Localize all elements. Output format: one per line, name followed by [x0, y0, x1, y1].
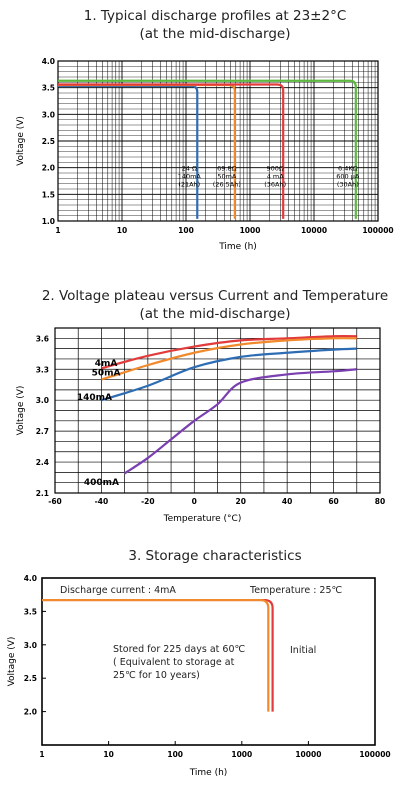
- chart3-temperature-annotation: Temperature : 25℃: [249, 585, 343, 596]
- chart2-y-tick-label: 3.0: [36, 396, 49, 405]
- chart2-x-tick-label: 20: [235, 497, 245, 506]
- chart2-y-tick-label: 2.1: [36, 489, 49, 498]
- chart2-series-line: [101, 337, 357, 381]
- chart2-series-label: 50mA: [92, 368, 121, 378]
- chart1-y-tick-label: 2.5: [42, 137, 55, 146]
- chart1-y-tick-label: 1.5: [42, 190, 55, 199]
- chart3-y-tick-label: 3.5: [24, 607, 37, 616]
- chart2-x-tick-label: -20: [141, 497, 155, 506]
- chart1-series-annotation: (21Ah): [178, 180, 200, 188]
- chart3-x-tick-label: 10: [103, 750, 113, 759]
- chart1-subtitle: (at the mid-discharge): [140, 26, 291, 42]
- chart1-y-tick-label: 2.0: [42, 164, 55, 173]
- chart1-series-annotation: 4 mA: [267, 172, 285, 180]
- chart1-x-axis-label: Time (h): [218, 242, 257, 252]
- chart3-x-tick-label: 100: [167, 750, 183, 759]
- chart3-initial-label: Initial: [290, 645, 316, 656]
- chart3-stored-annotation: 25℃ for 10 years): [113, 670, 200, 681]
- chart1-series-line: [58, 83, 285, 219]
- chart2-series-label: 400mA: [84, 478, 119, 488]
- chart1-series-annotation: 6.4KΩ: [338, 164, 358, 172]
- chart1-title: 1. Typical discharge profiles at 23±2°C: [84, 8, 347, 24]
- chart2-plot: -60 -40 -20 0 20 40 60 80 2.1 2.4 2.7 3.0 3.3 3.6 4mA5…: [16, 327, 385, 524]
- chart2-title: 2. Voltage plateau versus Current and Te…: [42, 288, 388, 304]
- chart2-x-tick-label: 0: [192, 497, 197, 506]
- chart1-series-annotation: 69.8Ω: [217, 164, 236, 172]
- chart1-series-annotation: (26.5Ah): [213, 180, 241, 188]
- chart3-y-axis-label: Voltage (V): [7, 637, 17, 687]
- chart2-y-axis-label: Voltage (V): [16, 386, 26, 436]
- chart1-x-tick-label: 100: [178, 226, 194, 235]
- chart1-series-annotation: 600 μA: [336, 172, 360, 180]
- chart3-x-tick-label: 10000: [295, 750, 321, 759]
- chart2-x-tick-label: -40: [95, 497, 109, 506]
- chart3-plot: 1 10 100 1000 10000 100000 2.0 2.5 3.0 3.5 4.0 Disc…: [7, 574, 391, 778]
- chart3-series-line: [42, 598, 270, 712]
- chart3-stored-annotation: ( Equivalent to storage at: [113, 657, 235, 668]
- chart3-current-annotation: Discharge current : 4mA: [60, 585, 176, 596]
- chart1-series-annotation: (30Ah): [337, 180, 359, 188]
- chart3-y-tick-label: 2.0: [24, 708, 37, 717]
- chart2-series-line: [124, 368, 357, 475]
- chart1-y-tick-label: 3.0: [42, 110, 55, 119]
- chart3-x-tick-label: 1000: [231, 750, 252, 759]
- chart2-series-label: 4mA: [95, 359, 118, 369]
- chart1-y-axis-label: Voltage (V): [16, 116, 26, 166]
- chart1-y-tick-label: 3.5: [42, 84, 55, 93]
- chart2-series-line: [101, 347, 357, 402]
- chart3-stored-annotation: Stored for 225 days at 60℃: [113, 644, 245, 655]
- chart1-x-tick-label: 1000: [240, 226, 261, 235]
- chart2-x-axis-label: Temperature (°C): [163, 514, 242, 524]
- chart3-x-tick-label: 100000: [359, 750, 390, 759]
- chart3-x-axis-label: Time (h): [189, 768, 228, 778]
- chart1-series-line: [58, 79, 357, 219]
- chart3-y-tick-label: 2.5: [24, 674, 37, 683]
- chart1-x-tick-label: 100000: [362, 226, 393, 235]
- chart1-series-annotation: (36Ah): [264, 180, 286, 188]
- chart1-series-annotation: 900Ω: [266, 164, 283, 172]
- chart2-y-tick-label: 3.6: [36, 334, 49, 343]
- chart3-title: 3. Storage characteristics: [128, 548, 301, 564]
- chart2-x-tick-label: -60: [48, 497, 62, 506]
- chart1-series-annotation: 140mA: [178, 172, 202, 180]
- chart1-x-tick-label: 10: [117, 226, 127, 235]
- chart2-y-tick-label: 2.7: [36, 427, 49, 436]
- chart1-y-tick-label: 4.0: [42, 57, 55, 66]
- chart1-y-tick-label: 1.0: [42, 217, 55, 226]
- chart3-y-tick-label: 3.0: [24, 641, 37, 650]
- chart1-plot: 1 10 100 1000 10000 100000 1.0 1.5 2.0 2.5 3.0 3.5 4…: [16, 57, 394, 252]
- chart2-series-line: [101, 334, 357, 370]
- chart1-series-annotation: 24 Ω: [182, 164, 197, 172]
- chart3-x-tick-label: 1: [39, 750, 44, 759]
- chart1-series-annotation: 50mA: [217, 172, 237, 180]
- chart2-x-tick-label: 80: [375, 497, 385, 506]
- chart3-frame: [41, 577, 376, 746]
- chart1-x-tick-label: 10000: [301, 226, 327, 235]
- chart2-subtitle: (at the mid-discharge): [140, 306, 291, 322]
- chart2-y-tick-label: 2.4: [36, 458, 49, 467]
- chart1-x-tick-label: 1: [55, 226, 60, 235]
- chart3-y-tick-label: 4.0: [24, 574, 37, 583]
- chart2-y-tick-label: 3.3: [36, 365, 49, 374]
- chart2-x-tick-label: 60: [328, 497, 338, 506]
- chart2-series-label: 140mA: [77, 393, 112, 403]
- chart2-x-tick-label: 40: [282, 497, 292, 506]
